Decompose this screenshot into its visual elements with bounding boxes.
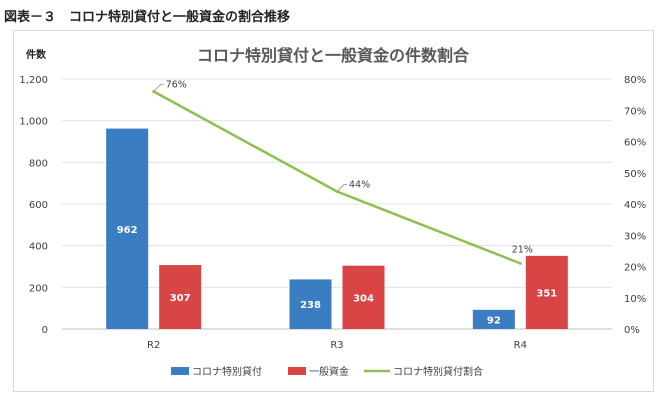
x-tick-label: R3 <box>330 340 343 351</box>
legend-swatch <box>171 367 189 375</box>
y-left-tick-label: 1,000 <box>19 117 48 128</box>
legend-entry: 一般資金 <box>309 365 349 378</box>
y-right-tick-label: 80% <box>624 75 646 86</box>
bar-data-label: 238 <box>300 300 321 311</box>
bar-data-label: 351 <box>536 288 557 299</box>
bar <box>159 265 202 329</box>
bar <box>289 279 332 329</box>
bar <box>525 255 568 329</box>
y-axis-left-label: 件数 <box>26 48 47 61</box>
line-data-label: 76% <box>166 80 187 91</box>
y-left-tick-label: 200 <box>29 283 48 294</box>
data-label-leader <box>336 184 347 192</box>
y-left-tick-label: 400 <box>29 242 48 253</box>
data-label-leader <box>153 84 164 92</box>
line-data-label: 44% <box>349 180 370 191</box>
y-right-tick-label: 30% <box>624 231 646 242</box>
y-right-tick-label: 40% <box>624 200 646 211</box>
bar-data-label: 962 <box>117 225 138 236</box>
bar-data-label: 307 <box>170 293 191 304</box>
line-data-label: 21% <box>512 244 533 255</box>
figure-caption: 図表－３ コロナ特別貸付と一般資金の割合推移 <box>4 10 291 25</box>
y-right-tick-label: 60% <box>624 138 646 149</box>
y-left-tick-label: 800 <box>29 158 48 169</box>
y-left-tick-label: 1,200 <box>19 75 48 86</box>
bar <box>342 265 385 329</box>
y-right-tick-label: 70% <box>624 106 646 117</box>
line-point <box>518 261 522 265</box>
bar <box>472 309 515 329</box>
legend-swatch <box>288 367 306 375</box>
bar-data-label: 92 <box>487 315 501 326</box>
bar-data-label: 304 <box>353 293 374 304</box>
y-left-tick-label: 0 <box>42 325 48 336</box>
y-right-tick-label: 0% <box>624 325 640 336</box>
legend-entry: コロナ特別貸付割合 <box>393 365 483 378</box>
chart-frame <box>13 30 654 392</box>
y-right-tick-label: 50% <box>624 169 646 180</box>
y-left-tick-label: 600 <box>29 200 48 211</box>
chart-title: コロナ特別貸付と一般資金の件数割合 <box>197 46 470 65</box>
x-tick-label: R4 <box>514 340 527 351</box>
x-tick-label: R2 <box>147 340 160 351</box>
legend-entry: コロナ特別貸付 <box>192 365 262 378</box>
bar <box>106 128 149 329</box>
y-right-tick-label: 20% <box>624 263 646 274</box>
series-line <box>153 90 521 265</box>
y-right-tick-label: 10% <box>624 294 646 305</box>
